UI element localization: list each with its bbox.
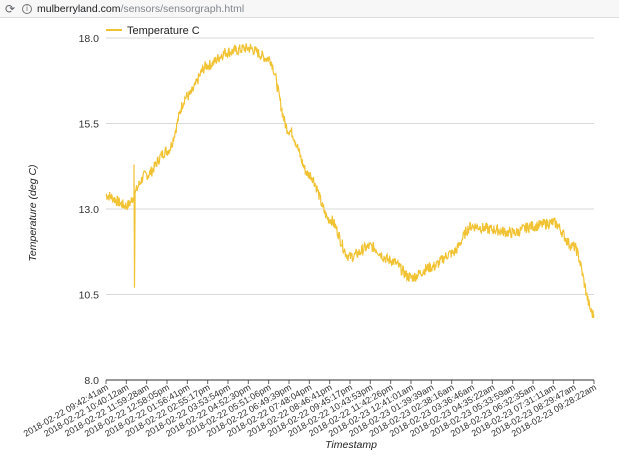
- url-text[interactable]: mulberryland.com/sensors/sensorgraph.htm…: [37, 3, 244, 15]
- y-tick-labels: 18.0 15.5 13.0 10.5 8.0: [79, 33, 100, 387]
- y-tick-label: 13.0: [79, 204, 100, 216]
- legend-label: Temperature C: [127, 25, 200, 37]
- address-bar[interactable]: ⟳ i mulberryland.com/sensors/sensorgraph…: [0, 0, 619, 18]
- y-tick-label: 18.0: [79, 33, 100, 45]
- y-axis-label: Temperature (deg C): [27, 164, 39, 261]
- reload-icon[interactable]: ⟳: [4, 1, 16, 16]
- url-path: /sensors/sensorgraph.html: [120, 2, 245, 15]
- y-tick-label: 10.5: [79, 290, 100, 302]
- legend[interactable]: Temperature C: [106, 25, 200, 37]
- y-tick-label: 15.5: [79, 119, 100, 131]
- temperature-series-line: [105, 42, 595, 318]
- x-axis-label: Timestamp: [325, 439, 377, 451]
- y-tick-label: 8.0: [84, 375, 99, 387]
- gridlines: [106, 37, 594, 381]
- temperature-chart: 18.0 15.5 13.0 10.5 8.0 2018-02-22 09:42:41a…: [22, 25, 598, 451]
- url-host: mulberryland.com: [37, 2, 121, 15]
- info-icon[interactable]: i: [22, 3, 32, 14]
